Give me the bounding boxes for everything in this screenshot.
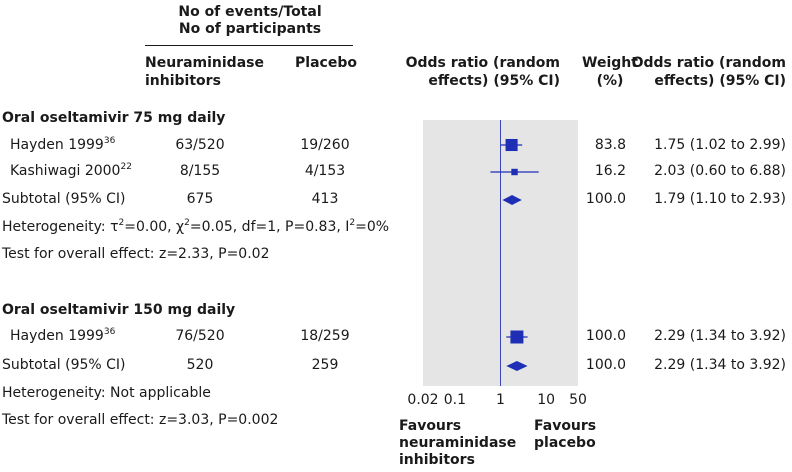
study-placebo-count: 18/259	[300, 328, 350, 344]
study-treat-count: 76/520	[175, 328, 225, 344]
col-header-treatment-1: Neuraminidase	[145, 55, 264, 71]
heterogeneity-text: Heterogeneity: Not applicable	[2, 385, 211, 401]
study-placebo-count: 19/260	[300, 137, 350, 153]
subtotal-label: Subtotal (95% CI)	[2, 191, 126, 207]
study-weight: 100.0	[585, 328, 626, 344]
subtotal-placebo: 259	[311, 357, 339, 373]
subtotal-diamond	[506, 361, 528, 371]
study-ci-text: 1.75 (1.02 to 2.99)	[654, 137, 786, 153]
study-marker	[510, 330, 524, 344]
col-header-or-1: Odds ratio (random	[405, 55, 560, 71]
favours-right-2: placebo	[534, 435, 596, 451]
subtotal-weight: 100.0	[585, 357, 626, 373]
subtotal-placebo: 413	[311, 191, 339, 207]
study-marker	[511, 168, 518, 176]
study-name: Hayden 199936	[10, 327, 116, 345]
subtotal-ci-text: 2.29 (1.34 to 3.92)	[654, 357, 786, 373]
group-title: Oral oseltamivir 75 mg daily	[2, 110, 226, 126]
col-header-treatment-2: inhibitors	[145, 73, 221, 89]
col-header-or-2: effects) (95% CI)	[428, 73, 560, 89]
subtotal-treat: 675	[186, 191, 214, 207]
x-tick-label: 0.02	[407, 392, 438, 408]
overall-effect-text: Test for overall effect: z=2.33, P=0.02	[2, 246, 270, 262]
study-name: Kashiwagi 200022	[10, 162, 132, 180]
events-header-rule	[145, 45, 353, 46]
x-tick-label: 50	[569, 392, 587, 408]
study-weight: 16.2	[594, 163, 626, 179]
x-tick-label: 1	[496, 392, 505, 408]
col-header-ortext-1: Odds ratio (random	[631, 55, 786, 71]
col-header-ortext-2: effects) (95% CI)	[654, 73, 786, 89]
study-treat-count: 63/520	[175, 137, 225, 153]
study-ci-text: 2.03 (0.60 to 6.88)	[654, 163, 786, 179]
subtotal-treat: 520	[186, 357, 214, 373]
heterogeneity-text: Heterogeneity: τ2=0.00, χ2=0.05, df=1, P…	[2, 218, 390, 236]
subtotal-diamond	[502, 195, 522, 205]
subtotal-ci-text: 1.79 (1.10 to 2.93)	[654, 191, 786, 207]
overall-effect-text: Test for overall effect: z=3.03, P=0.002	[2, 412, 279, 428]
study-treat-count: 8/155	[179, 163, 221, 179]
group-title: Oral oseltamivir 150 mg daily	[2, 302, 236, 318]
study-name: Hayden 199936	[10, 136, 116, 154]
study-ci-text: 2.29 (1.34 to 3.92)	[654, 328, 786, 344]
favours-left-2: neuraminidase	[399, 435, 517, 451]
col-header-weight-2: (%)	[596, 73, 624, 89]
favours-left-3: inhibitors	[399, 452, 475, 468]
col-header-placebo: Placebo	[295, 55, 357, 71]
study-marker	[505, 138, 518, 152]
subtotal-weight: 100.0	[585, 191, 626, 207]
x-tick-label: 0.1	[444, 392, 466, 408]
x-tick-label: 10	[537, 392, 555, 408]
study-placebo-count: 4/153	[304, 163, 346, 179]
col-header-weight-1: Weight	[582, 55, 638, 71]
favours-right-1: Favours	[534, 418, 597, 434]
study-weight: 83.8	[594, 137, 626, 153]
events-header-line1: No of events/Total	[178, 4, 322, 20]
subtotal-label: Subtotal (95% CI)	[2, 357, 126, 373]
events-header-line2: No of participants	[178, 21, 322, 37]
favours-left-1: Favours	[399, 418, 462, 434]
